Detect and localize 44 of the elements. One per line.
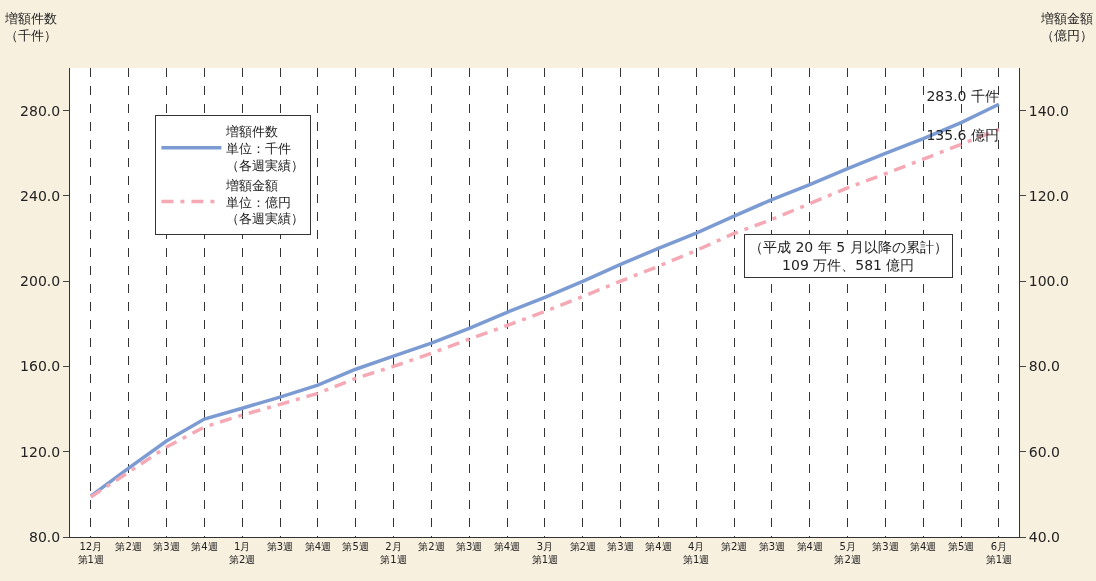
y-tick-label: 280.0 <box>20 102 61 119</box>
y-tick-label: 120.0 <box>20 443 61 460</box>
x-tick-label: 第4週 <box>645 541 672 552</box>
x-tick-label: 5月第2週 <box>834 541 861 565</box>
x-tick-label: 1月第2週 <box>228 541 256 565</box>
x-tick-label: 3月第1週 <box>531 541 559 565</box>
x-tick-label: 第2週 <box>720 541 748 552</box>
y2-tick-label: 100.0 <box>1028 273 1069 290</box>
x-tick-label: 2月第1週 <box>380 541 407 565</box>
x-tick-label: 第3週 <box>872 541 899 552</box>
x-tick-label: 第5週 <box>342 541 369 552</box>
y2-tick-label: 140.0 <box>1028 102 1069 119</box>
y2-tick-label: 120.0 <box>1028 187 1069 204</box>
x-tick-label: 第3週 <box>607 541 634 552</box>
y-tick-label: 80.0 <box>29 528 61 545</box>
legend-label: 増額金額単位：億円（各週実績） <box>225 177 305 227</box>
x-tick-label: 第3週 <box>758 541 786 552</box>
x-tick-label: 第3週 <box>153 541 180 552</box>
x-tick-label: 第4週 <box>304 541 332 552</box>
legend-label: 増額件数単位：千件（各週実績） <box>225 123 305 173</box>
x-tick-label: 第4週 <box>910 541 937 552</box>
x-tick-label: 第4週 <box>191 541 218 552</box>
y2-tick-label: 80.0 <box>1028 358 1060 375</box>
y-tick-label: 240.0 <box>20 187 61 204</box>
y-tick-label: 160.0 <box>20 358 61 375</box>
y-axis-title: 増額件数（千件） <box>4 11 57 43</box>
y2-tick-label: 60.0 <box>1028 443 1060 460</box>
x-tick-label: 第4週 <box>796 541 823 552</box>
x-tick-label: 第2週 <box>115 541 142 552</box>
data-label: 283.0 千件 <box>926 87 999 104</box>
x-tick-label: 第2週 <box>569 541 596 552</box>
x-tick-label: 第2週 <box>418 541 445 552</box>
x-tick-label: 第3週 <box>266 541 294 552</box>
annotation: （平成 20 年 5 月以降の累計） 109 万件、581 億円 <box>749 239 948 274</box>
y-tick-label: 200.0 <box>20 273 61 290</box>
y2-tick-label: 40.0 <box>1028 528 1060 545</box>
x-tick-label: 第5週 <box>947 541 975 552</box>
x-tick-label: 4月第1週 <box>683 541 710 565</box>
x-tick-label: 第3週 <box>456 541 483 552</box>
data-label: 135.6 億円 <box>926 126 999 143</box>
x-tick-label: 第4週 <box>493 541 521 552</box>
x-tick-label: 12月第1週 <box>77 541 104 565</box>
y2-axis-title: 増額金額（億円） <box>1040 11 1093 43</box>
x-tick-label: 6月第1週 <box>985 541 1013 565</box>
